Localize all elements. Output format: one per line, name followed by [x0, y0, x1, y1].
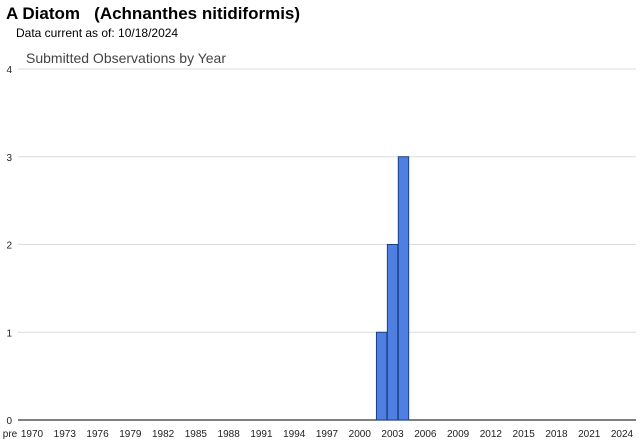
x-tick-label: 2009 — [447, 429, 470, 440]
bar-2004 — [397, 156, 410, 421]
x-tick-label: 2000 — [349, 429, 372, 440]
x-tick-label: 1994 — [283, 429, 306, 440]
x-tick-label: 1988 — [218, 429, 241, 440]
y-tick-label: 1 — [6, 328, 12, 339]
chart-title: Submitted Observations by Year — [26, 50, 226, 66]
x-tick-label: 1979 — [119, 429, 142, 440]
x-tick-label: 1976 — [86, 429, 109, 440]
x-tick-label: pre — [3, 429, 18, 440]
x-tick-label: 1973 — [54, 429, 77, 440]
x-tick-label: 1997 — [316, 429, 339, 440]
x-tick-label: 2018 — [545, 429, 568, 440]
y-tick-label: 2 — [6, 241, 12, 252]
page-title: A Diatom (Achnanthes nitidiformis) — [6, 4, 301, 23]
x-tick-label: 2021 — [578, 429, 601, 440]
x-tick-label: 1985 — [185, 429, 208, 440]
y-tick-label: 4 — [6, 65, 12, 76]
x-tick-label: 2003 — [381, 429, 404, 440]
bar-2003 — [386, 244, 399, 421]
y-tick-label: 0 — [6, 416, 12, 427]
data-current-label: Data current as of: 10/18/2024 — [16, 26, 179, 40]
x-tick-label: 2006 — [414, 429, 437, 440]
x-tick-label: 1991 — [250, 429, 273, 440]
y-tick-label: 3 — [6, 153, 12, 164]
x-tick-label: 1982 — [152, 429, 175, 440]
x-tick-label: 2024 — [611, 429, 634, 440]
x-tick-label: 2012 — [480, 429, 503, 440]
x-tick-label: 2015 — [513, 429, 536, 440]
bar-2002 — [375, 331, 388, 421]
x-tick-label: 1970 — [21, 429, 44, 440]
